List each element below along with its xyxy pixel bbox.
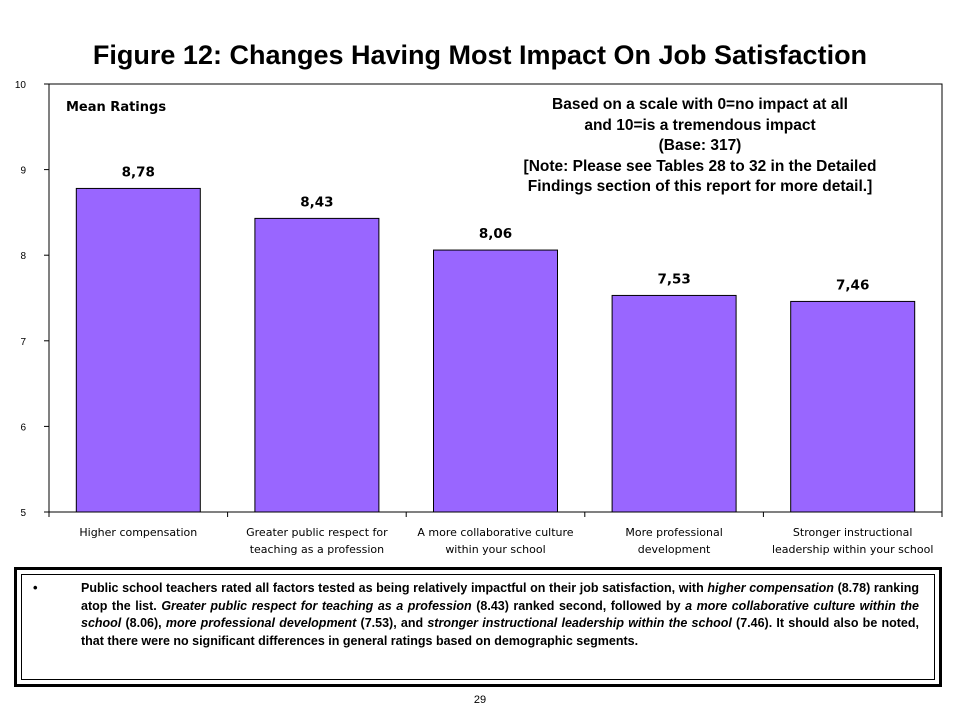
x-tick-label: Stronger instructional leadership within …	[772, 526, 933, 556]
x-tick-label-line: Stronger instructional	[793, 526, 913, 539]
note-line: and 10=is a tremendous impact	[584, 116, 816, 134]
summary-segment: stronger instructional leadership within…	[427, 616, 732, 630]
y-tick-label: 8	[20, 251, 26, 262]
y-axis: 5 6 7 8 9 10	[15, 80, 49, 519]
y-tick-label: 6	[20, 422, 26, 433]
y-tick-label: 7	[20, 337, 26, 348]
x-tick-label-line: leadership within your school	[772, 543, 933, 556]
summary-segment: higher compensation	[707, 581, 834, 595]
bar	[254, 217, 380, 513]
x-tick-label-line: teaching as a profession	[250, 543, 384, 556]
summary-segment: (8.43) ranked second, followed by	[471, 598, 686, 613]
summary-text: Public school teachers rated all factors…	[81, 580, 919, 650]
data-label: 8,43	[300, 194, 333, 210]
summary-segment: (8.78) ranking atop the list.	[81, 581, 920, 613]
note-line: Based on a scale with 0=no impact at all	[552, 96, 848, 113]
data-labels: 8,78 8,43 8,06 7,53 7,46	[122, 164, 870, 293]
bar	[611, 294, 737, 513]
summary-inner-border	[21, 574, 935, 680]
x-tick-label-line: development	[638, 543, 711, 556]
x-tick-label-line: within your school	[445, 543, 545, 556]
summary-segment: (7.53), and	[356, 616, 428, 630]
bar	[433, 249, 558, 513]
summary-segment: a more collaborative culture within the …	[81, 598, 920, 631]
y-axis-label: Mean Ratings	[66, 100, 166, 115]
x-tick-label-line: More professional	[625, 526, 722, 539]
note-line: [Note: Please see Tables 28 to 32 in the…	[523, 157, 877, 175]
bar	[790, 300, 916, 513]
summary-box: • Public school teachers rated all facto…	[14, 567, 942, 687]
summary-segment: (8.06),	[121, 616, 166, 630]
note-line: (Base: 317)	[658, 137, 742, 154]
chart-note: Based on a scale with 0=no impact at all…	[470, 95, 930, 198]
figure-title: Figure 12: Changes Having Most Impact On…	[92, 40, 868, 70]
x-tick-label-line: Higher compensation	[79, 526, 197, 539]
summary-bullet: •	[33, 580, 38, 595]
summary-segment: Greater public respect for teaching as a…	[161, 598, 472, 613]
bars	[75, 187, 916, 513]
page-number: 29	[473, 694, 487, 706]
data-label: 7,46	[836, 277, 869, 293]
summary-segment: more professional development	[165, 616, 357, 630]
data-label: 7,53	[657, 271, 690, 287]
note-line: Findings section of this report for more…	[527, 178, 873, 195]
x-tick-label: A more collaborative culture within your …	[417, 526, 573, 556]
x-tick-label: Higher compensation	[79, 526, 197, 539]
bar-chart: 5 6 7 8 9 10 8,78 8,43 8,06 7,53 7,46 Higher comp…	[15, 80, 943, 556]
x-tick-label-line: Greater public respect for	[246, 526, 388, 539]
data-label: 8,78	[122, 164, 155, 180]
x-axis: Higher compensation Greater public respec…	[48, 512, 943, 556]
summary-segment: (7.46). It should also be noted, that th…	[81, 616, 919, 648]
x-tick-label-line: A more collaborative culture	[417, 526, 573, 539]
bar	[75, 187, 201, 513]
data-label: 8,06	[479, 226, 512, 242]
y-tick-label: 9	[20, 166, 26, 177]
summary-segment: Public school teachers rated all factors…	[81, 581, 708, 595]
x-tick-label: More professional development	[625, 526, 722, 556]
y-tick-label: 5	[20, 508, 26, 519]
x-tick-label: Greater public respect for teaching as a …	[246, 526, 388, 556]
y-tick-label: 10	[15, 80, 27, 91]
